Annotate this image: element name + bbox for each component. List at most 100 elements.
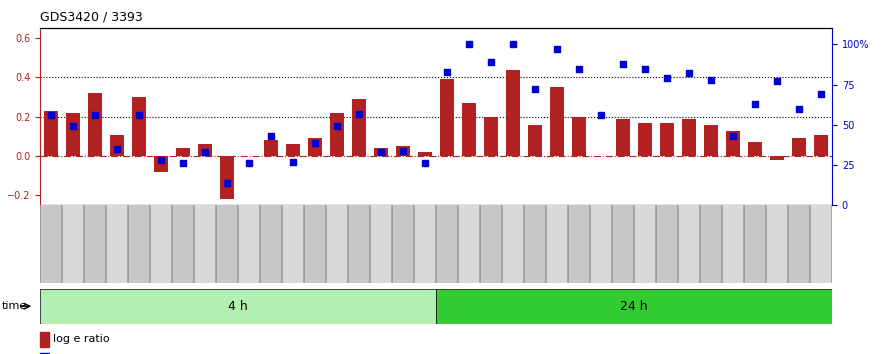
Bar: [326, 205, 348, 283]
Point: [506, 41, 521, 47]
Bar: [440, 79, 454, 156]
Bar: [40, 332, 49, 347]
Point: [484, 59, 498, 65]
Bar: [572, 117, 587, 156]
Bar: [792, 138, 806, 156]
Bar: [484, 117, 498, 156]
Bar: [789, 205, 810, 283]
Bar: [502, 205, 524, 283]
Point: [352, 111, 366, 116]
Point: [66, 124, 80, 129]
Bar: [264, 141, 279, 156]
Point: [572, 66, 587, 72]
Bar: [44, 111, 58, 156]
Bar: [656, 205, 678, 283]
Bar: [462, 103, 476, 156]
Bar: [62, 205, 84, 283]
Bar: [40, 353, 49, 354]
Bar: [550, 87, 564, 156]
Bar: [392, 205, 414, 283]
Text: time: time: [2, 301, 27, 311]
Bar: [744, 205, 766, 283]
Bar: [704, 125, 718, 156]
Bar: [414, 205, 436, 283]
Point: [594, 112, 608, 118]
Bar: [370, 205, 392, 283]
Text: 24 h: 24 h: [620, 300, 648, 313]
Bar: [172, 205, 194, 283]
Bar: [726, 131, 740, 156]
Bar: [304, 205, 326, 283]
Bar: [436, 289, 832, 324]
Bar: [546, 205, 568, 283]
Point: [616, 61, 630, 67]
Bar: [770, 156, 784, 160]
Bar: [216, 205, 238, 283]
Bar: [766, 205, 789, 283]
Bar: [524, 205, 546, 283]
Text: 4 h: 4 h: [228, 300, 248, 313]
Point: [198, 149, 212, 155]
Point: [220, 180, 234, 185]
Point: [748, 101, 762, 107]
Bar: [154, 156, 168, 172]
Bar: [458, 205, 480, 283]
Point: [726, 133, 740, 139]
Bar: [814, 135, 829, 156]
Bar: [330, 113, 344, 156]
Text: GDS3420 / 3393: GDS3420 / 3393: [40, 11, 142, 24]
Bar: [106, 205, 128, 283]
Bar: [239, 205, 260, 283]
Point: [462, 41, 476, 47]
Point: [264, 133, 279, 139]
Bar: [638, 123, 652, 156]
Bar: [132, 97, 146, 156]
Text: log e ratio: log e ratio: [53, 334, 109, 344]
Bar: [436, 205, 458, 283]
Point: [176, 161, 190, 166]
Bar: [286, 144, 300, 156]
Bar: [88, 93, 102, 156]
Bar: [480, 205, 502, 283]
Bar: [590, 205, 612, 283]
Bar: [109, 135, 125, 156]
Bar: [634, 205, 656, 283]
Bar: [352, 99, 367, 156]
Bar: [128, 205, 150, 283]
Bar: [374, 148, 388, 156]
Bar: [260, 205, 282, 283]
Bar: [194, 205, 216, 283]
Bar: [568, 205, 590, 283]
Bar: [722, 205, 744, 283]
Point: [792, 106, 806, 112]
Bar: [84, 205, 106, 283]
Bar: [308, 138, 322, 156]
Bar: [810, 205, 832, 283]
Point: [132, 112, 146, 118]
Point: [638, 66, 652, 72]
Bar: [282, 205, 304, 283]
Bar: [678, 205, 700, 283]
Point: [682, 70, 696, 76]
Point: [286, 159, 300, 165]
Bar: [40, 205, 62, 283]
Bar: [176, 148, 190, 156]
Point: [770, 79, 784, 84]
Bar: [150, 205, 172, 283]
Bar: [506, 70, 521, 156]
Bar: [748, 142, 763, 156]
Bar: [660, 123, 675, 156]
Bar: [682, 119, 696, 156]
Bar: [66, 113, 80, 156]
Point: [242, 161, 256, 166]
Point: [418, 161, 433, 166]
Point: [44, 112, 58, 118]
Point: [660, 75, 675, 81]
Point: [154, 158, 168, 163]
Point: [308, 140, 322, 145]
Bar: [700, 205, 722, 283]
Bar: [612, 205, 634, 283]
Bar: [528, 125, 542, 156]
Point: [88, 112, 102, 118]
Point: [704, 77, 718, 82]
